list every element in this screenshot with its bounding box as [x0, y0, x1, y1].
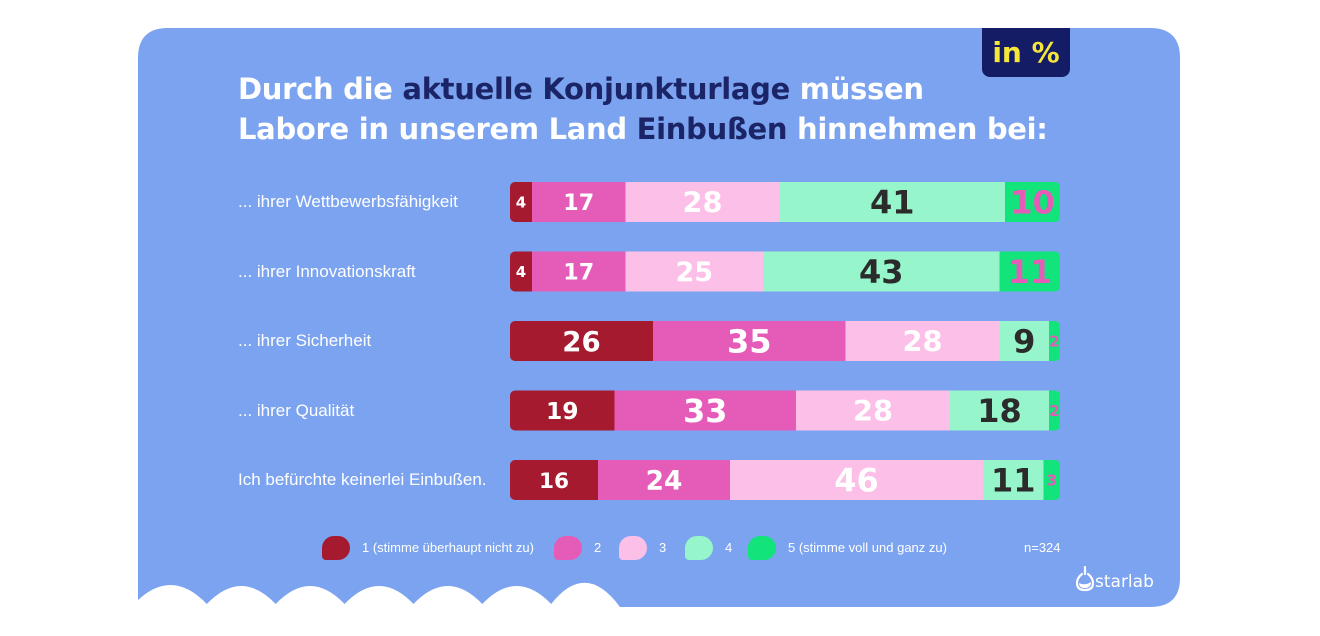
- legend-swatch: [554, 536, 582, 560]
- data-label: 3: [1047, 471, 1057, 489]
- bar-segment: [999, 251, 1060, 292]
- bar-row: [510, 321, 1060, 361]
- bar-segment: [625, 251, 764, 292]
- brand-name: starlab: [1095, 572, 1154, 592]
- legend-label: 3: [659, 540, 667, 555]
- data-label: 2: [1049, 402, 1059, 420]
- bar-segment: [730, 460, 984, 500]
- bar-segment: [510, 460, 599, 500]
- data-label: 18: [977, 392, 1022, 430]
- data-label: 11: [1007, 253, 1052, 291]
- bar-segment: [510, 321, 654, 361]
- data-label: 26: [562, 325, 600, 358]
- bar-segment: [614, 390, 797, 431]
- data-label: 17: [563, 190, 594, 216]
- data-label: 43: [859, 253, 904, 291]
- bar-segment: [779, 182, 1006, 222]
- bar-segment: [950, 390, 1050, 431]
- data-label: 41: [870, 184, 915, 222]
- data-label: 17: [563, 259, 594, 285]
- data-label: 9: [1013, 323, 1035, 361]
- bar-segment: [510, 182, 533, 222]
- bar-segment: [1049, 321, 1060, 361]
- bar-segment: [999, 321, 1050, 361]
- bar-row: [510, 251, 1060, 292]
- bar-segment: [532, 251, 626, 292]
- title-part: müssen: [790, 72, 924, 106]
- bar-row: [510, 460, 1060, 500]
- data-label: 46: [834, 462, 879, 500]
- unit-badge: in %: [982, 28, 1070, 77]
- title-part: Durch die: [238, 72, 403, 106]
- data-label: 28: [853, 394, 893, 428]
- legend-label: 4: [725, 540, 733, 555]
- data-label: 19: [546, 397, 579, 425]
- legend-swatch: [685, 536, 713, 560]
- row-label: ... ihrer Sicherheit: [238, 331, 372, 350]
- data-label: 10: [1010, 184, 1055, 222]
- bar-segment: [510, 251, 533, 292]
- bar-segment: [796, 390, 951, 431]
- starlab-logo-icon: [1076, 566, 1094, 592]
- title-part: Einbußen: [636, 112, 788, 146]
- row-label: ... ihrer Qualität: [238, 400, 355, 420]
- legend-label: 5 (stimme voll und ganz zu): [788, 540, 947, 555]
- title-line-2: Labore in unserem Land Einbußen hinnehme…: [238, 112, 1048, 146]
- data-label: 28: [682, 185, 722, 219]
- bar-row: [510, 390, 1060, 431]
- data-label: 28: [902, 324, 942, 358]
- bar-segment: [653, 321, 846, 361]
- row-label: ... ihrer Wettbewerbsfähigkeit: [238, 192, 458, 211]
- data-label: 4: [516, 193, 526, 211]
- legend-label: 1 (stimme überhaupt nicht zu): [362, 540, 534, 555]
- row-label: Ich befürchte keinerlei Einbußen.: [238, 470, 487, 489]
- data-label: 35: [727, 323, 772, 361]
- bar-segment: [510, 390, 615, 431]
- legend-swatch: [619, 536, 647, 560]
- data-label: 25: [675, 257, 713, 288]
- title-part: aktuelle Konjunkturlage: [402, 72, 790, 106]
- bar-segment: [983, 460, 1044, 500]
- bar-segment: [598, 460, 731, 500]
- legend-label: 2: [594, 540, 602, 555]
- legend-swatch: [748, 536, 776, 560]
- data-label: 16: [539, 469, 569, 494]
- title-line-1: Durch die aktuelle Konjunkturlage müssen: [238, 72, 924, 106]
- bar-segment: [763, 251, 1000, 292]
- bar-row: [510, 182, 1060, 222]
- bar-segment: [1005, 182, 1060, 222]
- data-label: 33: [683, 393, 727, 430]
- bar-segment: [532, 182, 626, 222]
- data-label: 24: [646, 466, 683, 497]
- legend-swatch: [322, 536, 350, 560]
- bar-segment: [625, 182, 780, 222]
- data-label: 4: [516, 263, 526, 281]
- sample-size-note: n=324: [1024, 540, 1061, 555]
- bar-segment: [1043, 460, 1060, 500]
- bar-segment: [1049, 390, 1060, 431]
- title-part: Labore in unserem Land: [238, 112, 637, 146]
- data-label: 2: [1049, 332, 1059, 350]
- row-label: ... ihrer Innovationskraft: [238, 261, 416, 281]
- bar-segment: [845, 321, 1000, 361]
- title-part: hinnehmen bei:: [787, 112, 1048, 146]
- data-label: 11: [991, 462, 1036, 500]
